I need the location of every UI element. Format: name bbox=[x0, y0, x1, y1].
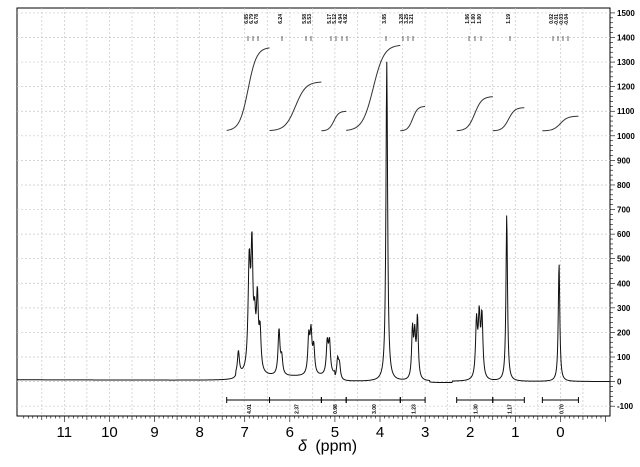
x-tick-label: 9 bbox=[150, 424, 158, 441]
integral-curve bbox=[269, 81, 322, 132]
y-tick-label: 200 bbox=[617, 328, 631, 337]
x-axis-unit: (ppm) bbox=[315, 438, 357, 455]
integral-curve bbox=[226, 47, 270, 131]
x-tick-label: 1 bbox=[511, 424, 519, 441]
x-tick-label: 2 bbox=[466, 424, 474, 441]
y-tick-label: 1000 bbox=[617, 132, 635, 141]
peak-shift-label: 4.92 bbox=[343, 14, 349, 24]
integral-curve bbox=[400, 105, 426, 132]
peak-shift-label: 6.85 bbox=[244, 14, 250, 24]
peak-shift-label: 5.17 bbox=[327, 14, 333, 24]
peak-shift-label: -0.03 bbox=[559, 14, 565, 26]
y-tick-label: 100 bbox=[617, 353, 631, 362]
y-tick-label: 300 bbox=[617, 304, 631, 313]
integral-label: 2.37 bbox=[294, 404, 300, 414]
peak-shift-label: 1.86 bbox=[465, 14, 471, 24]
x-tick-label: 4 bbox=[376, 424, 384, 441]
peak-shift-label: 3.21 bbox=[409, 14, 415, 24]
integral-curves bbox=[226, 44, 579, 132]
y-tick-label: 0 bbox=[617, 378, 622, 387]
integral-curve bbox=[542, 115, 579, 132]
peak-shift-label: 5.53 bbox=[307, 14, 313, 24]
y-axis-ticks: -100 0 100 200 300 400 500 600 700 800 900 1000 1100… bbox=[610, 9, 635, 411]
x-tick-label: 0 bbox=[556, 424, 564, 441]
x-tick-label: 5 bbox=[331, 424, 339, 441]
y-tick-label: 400 bbox=[617, 279, 631, 288]
y-tick-label: 1500 bbox=[617, 9, 635, 18]
integral-label: 1.23 bbox=[412, 404, 418, 414]
x-axis-symbol: δ bbox=[298, 438, 308, 455]
integral-label: 4.01 bbox=[247, 404, 253, 414]
peak-shift-label: -0.04 bbox=[564, 14, 570, 26]
peak-shift-label: 5.58 bbox=[302, 14, 308, 24]
integral-labels: 4.01 2.37 0.98 3.00 1.23 1.30 1.17 0.70 bbox=[226, 397, 579, 414]
peak-shift-label: 1.80 bbox=[477, 14, 483, 24]
peak-shift-label: 1.19 bbox=[506, 14, 512, 24]
x-axis-title: δ (ppm) bbox=[298, 438, 357, 455]
y-tick-label: 600 bbox=[617, 230, 631, 239]
y-tick-label: 800 bbox=[617, 181, 631, 190]
peak-labels: 6.85 6.79 6.78 6.24 5.58 5.53 5.17 5.12 4.94 4.92… bbox=[244, 14, 570, 41]
peak-shift-label: 0.02 bbox=[549, 14, 555, 24]
x-tick-label: 3 bbox=[421, 424, 429, 441]
grid-lines bbox=[17, 8, 610, 416]
integral-curve bbox=[456, 96, 493, 132]
integral-label: 0.70 bbox=[559, 404, 565, 414]
integral-label: 0.98 bbox=[333, 404, 339, 414]
peak-shift-label: -0.01 bbox=[554, 14, 560, 26]
integral-curve bbox=[346, 44, 401, 131]
x-tick-label: 6 bbox=[286, 424, 294, 441]
peak-shift-label: 6.79 bbox=[249, 14, 255, 24]
x-axis-ticks: 11 10 9 8 7 6 5 4 3 2 1 0 bbox=[23, 416, 606, 441]
y-tick-label: 1300 bbox=[617, 58, 635, 67]
y-tick-label: 1200 bbox=[617, 83, 635, 92]
peak-shift-label: 6.24 bbox=[278, 14, 284, 24]
integral-label: 1.30 bbox=[474, 404, 480, 414]
y-tick-label: 1100 bbox=[617, 107, 635, 116]
x-tick-label: 10 bbox=[101, 424, 118, 441]
peak-shift-label: 3.85 bbox=[382, 14, 388, 24]
plot-frame bbox=[16, 7, 611, 417]
peak-shift-label: 1.80 bbox=[471, 14, 477, 24]
y-tick-label: 700 bbox=[617, 206, 631, 215]
spectrum-line bbox=[17, 61, 610, 384]
integral-curve bbox=[321, 110, 347, 132]
y-tick-label: 500 bbox=[617, 255, 631, 264]
integral-label: 3.00 bbox=[372, 404, 378, 414]
integral-label: 1.17 bbox=[508, 404, 514, 414]
peak-shift-label: 3.28 bbox=[399, 14, 405, 24]
y-tick-label: -100 bbox=[617, 402, 634, 411]
y-tick-label: 1400 bbox=[617, 33, 635, 42]
x-tick-label: 11 bbox=[57, 424, 73, 441]
peak-shift-label: 5.12 bbox=[332, 14, 338, 24]
x-tick-label: 8 bbox=[195, 424, 203, 441]
integral-curve bbox=[492, 107, 525, 132]
peak-shift-label: 3.25 bbox=[404, 14, 410, 24]
y-tick-label: 900 bbox=[617, 156, 631, 165]
peak-shift-label: 6.78 bbox=[254, 14, 260, 24]
x-tick-label: 7 bbox=[241, 424, 249, 441]
peak-shift-label: 4.94 bbox=[338, 14, 344, 24]
